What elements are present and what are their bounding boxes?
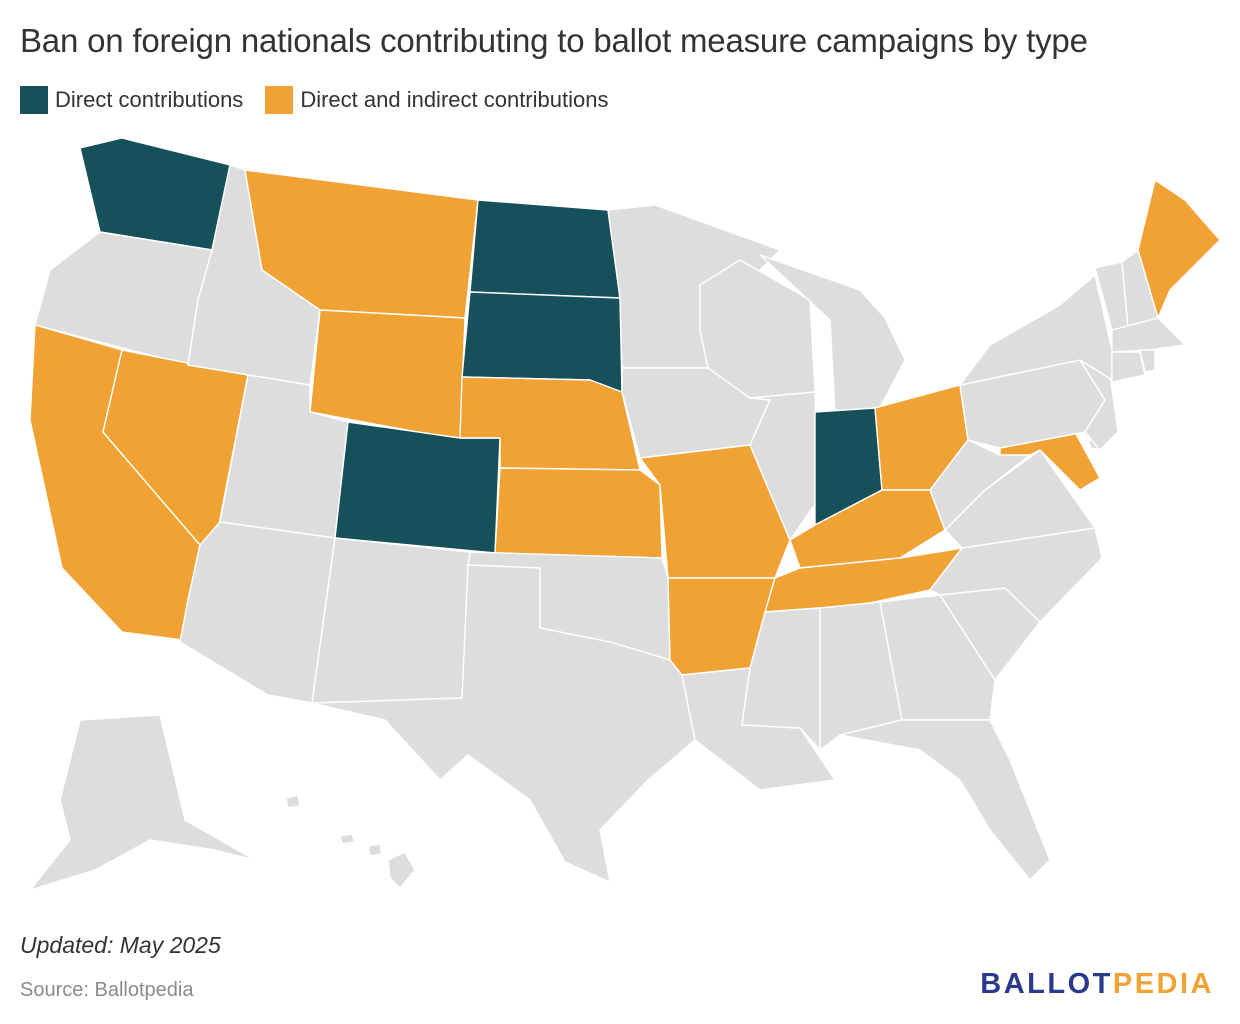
state-MD[interactable] <box>999 431 1101 491</box>
state-ND[interactable] <box>469 199 621 299</box>
state-HI[interactable] <box>387 851 416 889</box>
us-map-svg <box>29 137 1221 891</box>
state-MI[interactable] <box>759 254 906 413</box>
state-HI-kauai[interactable] <box>285 794 301 809</box>
legend-item-direct: Direct contributions <box>20 86 243 114</box>
state-GA[interactable] <box>879 594 996 721</box>
state-AK[interactable] <box>29 714 256 891</box>
state-AZ[interactable] <box>179 521 336 704</box>
chart-title: Ban on foreign nationals contributing to… <box>20 22 1088 59</box>
state-FL[interactable] <box>839 719 1051 881</box>
state-NM[interactable] <box>311 537 471 704</box>
state-HI-oahu[interactable] <box>339 833 356 845</box>
state-MA[interactable] <box>1111 317 1186 353</box>
legend: Direct contributions Direct and indirect… <box>20 86 630 114</box>
us-map <box>0 130 1240 900</box>
updated-date: Updated: May 2025 <box>20 932 221 958</box>
legend-swatch-direct-and-indirect <box>265 86 294 114</box>
state-ME[interactable] <box>1137 179 1221 319</box>
logo-ballot-text: BALLOT <box>980 968 1113 1000</box>
state-TX[interactable] <box>311 564 696 883</box>
state-KY[interactable] <box>789 489 946 569</box>
state-CT[interactable] <box>1111 351 1146 383</box>
legend-swatch-direct <box>20 86 48 114</box>
source-credit: Source: Ballotpedia <box>20 979 194 1001</box>
logo-pedia-text: PEDIA <box>1112 968 1214 1000</box>
state-HI-maui[interactable] <box>367 843 383 857</box>
state-RI[interactable] <box>1139 349 1156 373</box>
state-KS[interactable] <box>494 467 663 559</box>
legend-label-direct: Direct contributions <box>55 87 244 112</box>
legend-label-direct-and-indirect: Direct and indirect contributions <box>300 87 609 112</box>
ballotpedia-logo: BALLOTPEDIA <box>980 968 1214 1001</box>
state-CO[interactable] <box>334 421 501 554</box>
legend-item-direct-and-indirect: Direct and indirect contributions <box>265 86 608 114</box>
